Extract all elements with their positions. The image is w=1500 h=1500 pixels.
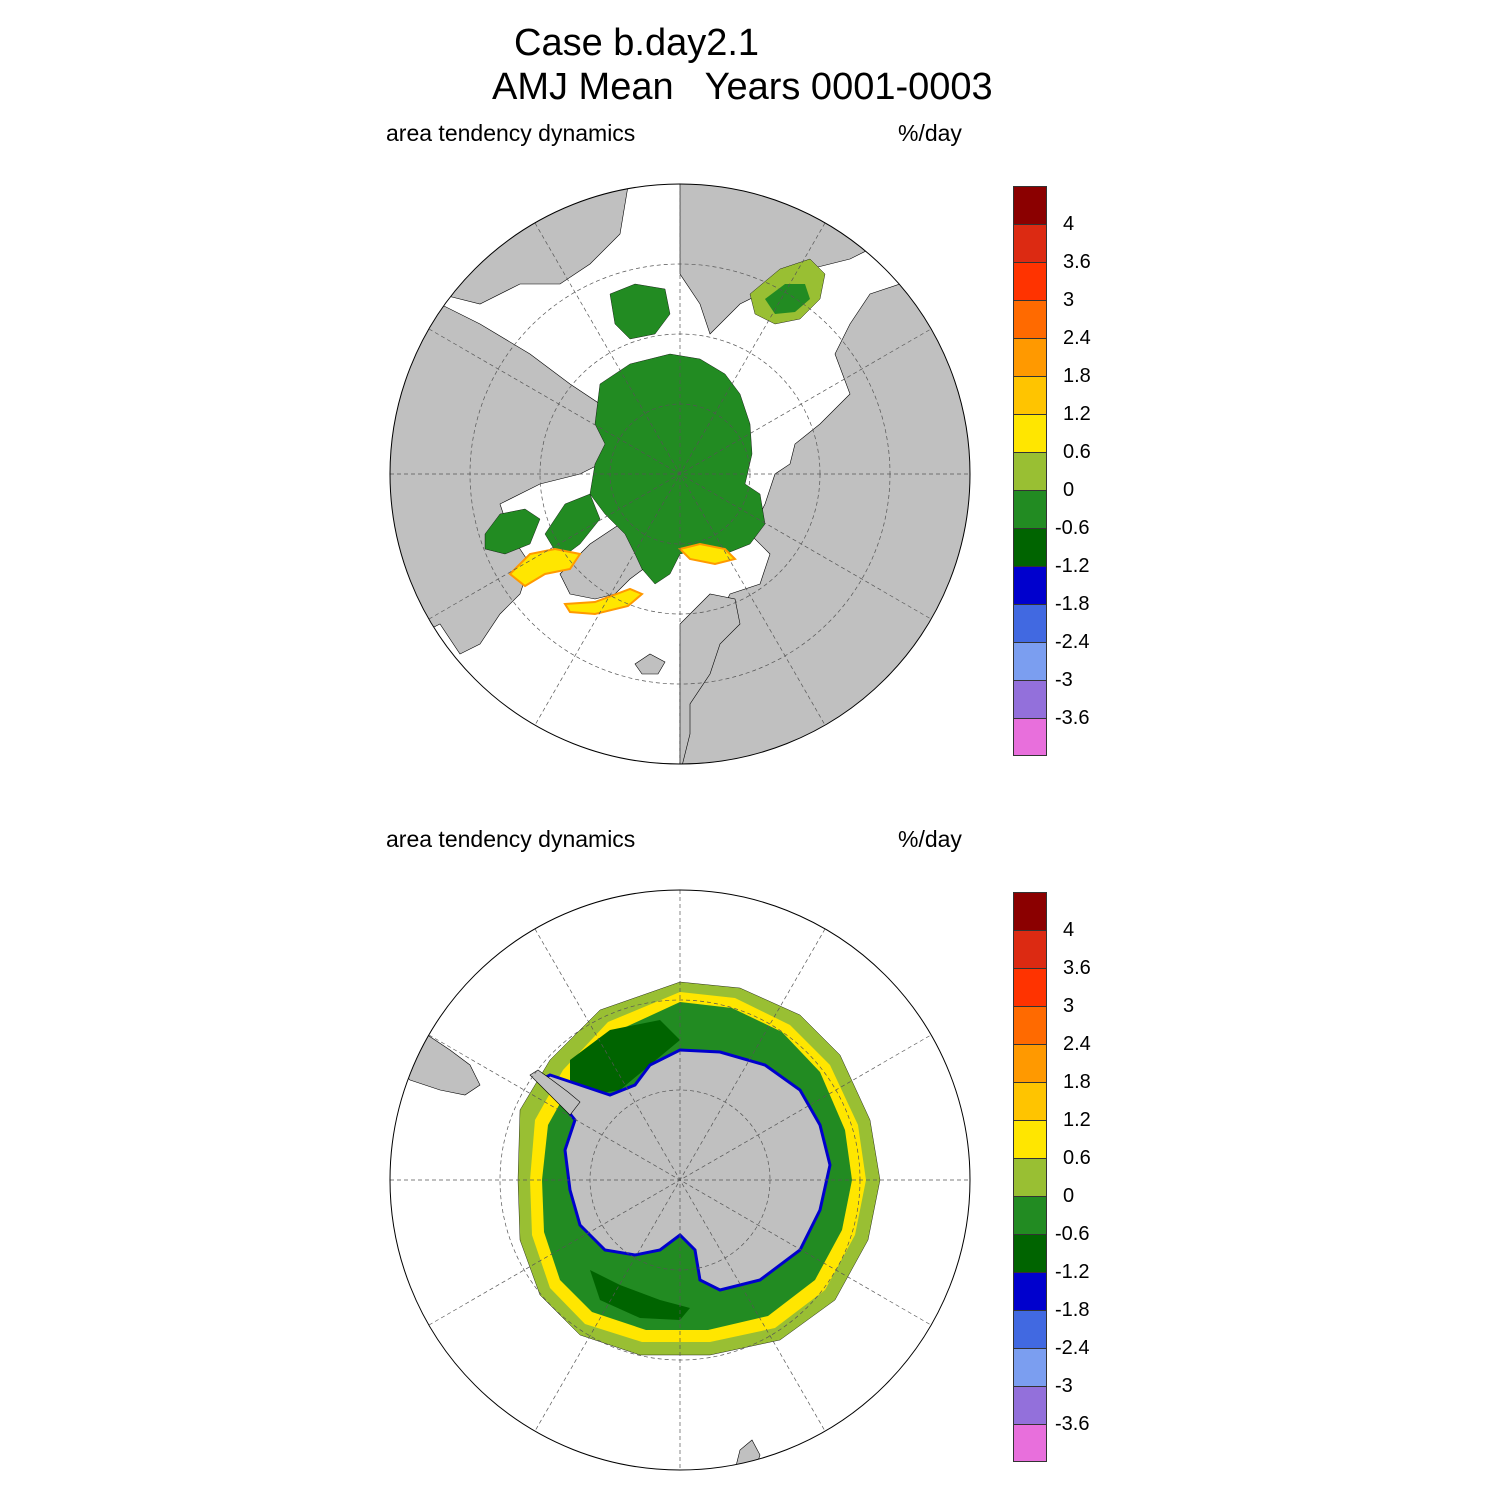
colorbar-swatch <box>1013 1386 1047 1424</box>
colorbar-swatch <box>1013 1006 1047 1044</box>
colorbar-tick-label: -0.6 <box>1055 1223 1090 1245</box>
colorbar-swatch <box>1013 930 1047 968</box>
land-iceland <box>634 653 666 675</box>
colorbar-tick-label: -1.8 <box>1055 593 1090 615</box>
colorbar-tick-label: 0.6 <box>1063 1147 1091 1169</box>
colorbar-tick-label: 3.6 <box>1063 251 1091 273</box>
colorbar-tick-label: 0 <box>1063 479 1075 501</box>
colorbar-swatch <box>1013 680 1047 718</box>
north-polar-map-panel: area tendency dynamics %/day <box>370 112 1130 772</box>
land-antarctic-peninsula <box>529 1069 581 1116</box>
colorbar-tick-label: -3 <box>1055 669 1073 691</box>
colorbar-swatch <box>1013 186 1047 224</box>
colorbar-tick-label: -3.6 <box>1055 707 1090 729</box>
land-antarctica <box>537 1048 832 1292</box>
colorbar-tick-label: 0.6 <box>1063 441 1091 463</box>
south-polar-map <box>389 889 971 1471</box>
colorbar-swatch <box>1013 262 1047 300</box>
colorbar-swatch <box>1013 1348 1047 1386</box>
colorbar-tick-label: 4 <box>1063 213 1075 235</box>
colorbar-swatch <box>1013 1424 1047 1462</box>
colorbar-swatch <box>1013 414 1047 452</box>
colorbar-tick-label: -1.8 <box>1055 1299 1090 1321</box>
colorbar-tick-label: 3 <box>1063 995 1075 1017</box>
colorbar-swatch <box>1013 1310 1047 1348</box>
colorbar-swatch <box>1013 604 1047 642</box>
colorbar <box>1013 892 1051 1462</box>
colorbar-tick-label: -1.2 <box>1055 1261 1090 1283</box>
colorbar-tick-label: -3 <box>1055 1375 1073 1397</box>
colorbar-tick-label: -3.6 <box>1055 1413 1090 1435</box>
colorbar-tick-label: 1.2 <box>1063 1109 1091 1131</box>
colorbar-swatch <box>1013 1196 1047 1234</box>
colorbar-swatch <box>1013 1272 1047 1310</box>
map-border <box>389 889 971 1471</box>
colorbar-swatch <box>1013 490 1047 528</box>
colorbar-swatch <box>1013 452 1047 490</box>
colorbar-tick-label: -0.6 <box>1055 517 1090 539</box>
north-polar-map <box>389 183 971 765</box>
colorbar-swatch <box>1013 1158 1047 1196</box>
colorbar-swatch <box>1013 566 1047 604</box>
antarctic-ice-dark-weddell <box>570 1020 680 1095</box>
variable-label: area tendency dynamics <box>386 826 636 852</box>
colorbar-swatch <box>1013 528 1047 566</box>
colorbar-tick-label: 3 <box>1063 289 1075 311</box>
bering-ice <box>609 283 671 340</box>
colorbar-tick-label: 4 <box>1063 919 1075 941</box>
colorbar-swatch <box>1013 224 1047 262</box>
colorbar-swatch <box>1013 718 1047 756</box>
colorbar-tick-label: -1.2 <box>1055 555 1090 577</box>
antarctic-ice-dark-ross <box>590 1270 690 1320</box>
colorbar-swatch <box>1013 1082 1047 1120</box>
units-label: %/day <box>898 826 962 852</box>
colorbar-swatch <box>1013 376 1047 414</box>
colorbar-swatch <box>1013 338 1047 376</box>
graticule <box>390 890 970 1470</box>
colorbar-swatch <box>1013 1234 1047 1272</box>
case-title: Case b.day2.1 <box>514 22 760 64</box>
colorbar-swatch <box>1013 642 1047 680</box>
units-label: %/day <box>898 120 962 146</box>
south-polar-map-panel: area tendency dynamics %/day <box>370 818 1130 1478</box>
colorbar-swatch <box>1013 968 1047 1006</box>
ice-edge-barents <box>678 542 737 566</box>
colorbar-tick-label: 1.8 <box>1063 1071 1091 1093</box>
colorbar-swatch <box>1013 300 1047 338</box>
colorbar-swatch <box>1013 1120 1047 1158</box>
colorbar-tick-label: -2.4 <box>1055 631 1090 653</box>
period-title: AMJ Mean Years 0001-0003 <box>492 66 993 108</box>
colorbar-tick-label: -2.4 <box>1055 1337 1090 1359</box>
colorbar-tick-label: 0 <box>1063 1185 1075 1207</box>
variable-label: area tendency dynamics <box>386 120 636 146</box>
map-border <box>389 183 971 765</box>
land-scandinavia <box>679 593 741 764</box>
ice-edge-labrador <box>508 547 582 588</box>
colorbar-tick-label: 2.4 <box>1063 1033 1091 1055</box>
okhotsk-ice-core <box>765 284 810 314</box>
colorbar-swatch <box>1013 892 1047 930</box>
hudson-bay-ice <box>484 508 541 555</box>
ice-edge-greenland-sea <box>563 587 644 616</box>
colorbar-swatch <box>1013 1044 1047 1082</box>
colorbar-tick-label: 1.8 <box>1063 365 1091 387</box>
colorbar-tick-label: 1.2 <box>1063 403 1091 425</box>
graticule <box>390 184 970 764</box>
colorbar <box>1013 186 1051 756</box>
colorbar-tick-label: 3.6 <box>1063 957 1091 979</box>
colorbar-tick-label: 2.4 <box>1063 327 1091 349</box>
